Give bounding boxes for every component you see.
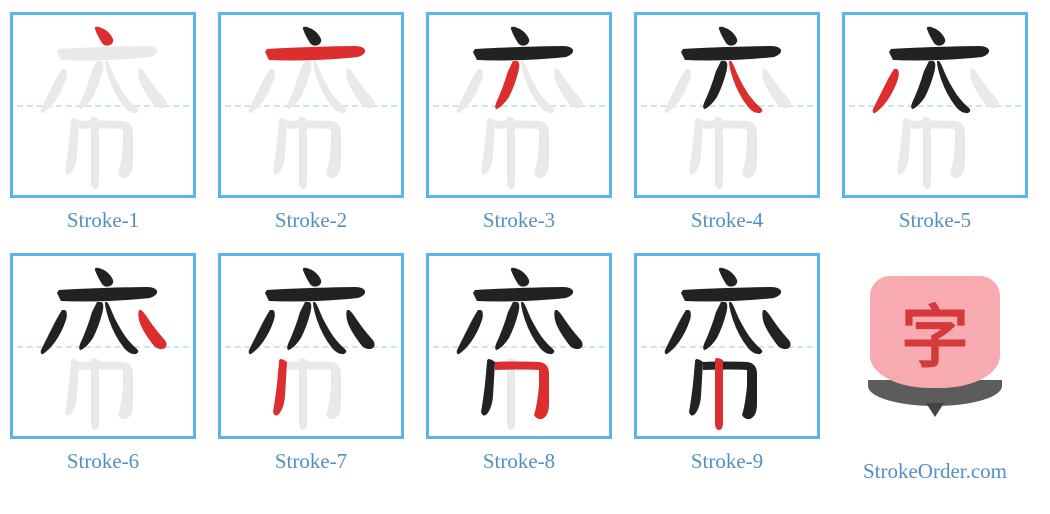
stroke-label-1: Stroke-1	[67, 208, 139, 233]
guide-midline	[17, 105, 189, 107]
stroke-label-8: Stroke-8	[483, 449, 555, 474]
stroke-panel-2: Stroke-2	[218, 12, 404, 233]
stroke-box-3	[426, 12, 612, 198]
logo-pencil-tip-icon	[926, 403, 944, 417]
stroke-panel-5: Stroke-5	[842, 12, 1028, 233]
stroke-panel-8: Stroke-8	[426, 253, 612, 484]
stroke-box-6	[10, 253, 196, 439]
stroke-label-9: Stroke-9	[691, 449, 763, 474]
stroke-panel-6: Stroke-6	[10, 253, 196, 484]
logo-hanzi: 字	[901, 282, 969, 381]
stroke-panel-3: Stroke-3	[426, 12, 612, 233]
stroke-box-7	[218, 253, 404, 439]
brand-cell: 字 StrokeOrder.com	[842, 253, 1028, 484]
guide-midline	[225, 346, 397, 348]
guide-midline	[433, 346, 605, 348]
guide-midline	[641, 346, 813, 348]
stroke-panel-9: Stroke-9	[634, 253, 820, 484]
stroke-box-8	[426, 253, 612, 439]
stroke-label-2: Stroke-2	[275, 208, 347, 233]
guide-midline	[225, 105, 397, 107]
logo-eraser-icon: 字	[870, 276, 1000, 388]
guide-midline	[849, 105, 1021, 107]
guide-midline	[433, 105, 605, 107]
stroke-panel-1: Stroke-1	[10, 12, 196, 233]
stroke-label-4: Stroke-4	[691, 208, 763, 233]
stroke-box-9	[634, 253, 820, 439]
stroke-label-6: Stroke-6	[67, 449, 139, 474]
stroke-label-7: Stroke-7	[275, 449, 347, 474]
stroke-box-2	[218, 12, 404, 198]
stroke-box-4	[634, 12, 820, 198]
brand-logo: 字	[842, 253, 1028, 439]
guide-midline	[641, 105, 813, 107]
brand-name[interactable]: StrokeOrder.com	[863, 459, 1007, 484]
guide-midline	[17, 346, 189, 348]
stroke-box-1	[10, 12, 196, 198]
stroke-box-5	[842, 12, 1028, 198]
stroke-label-3: Stroke-3	[483, 208, 555, 233]
stroke-label-5: Stroke-5	[899, 208, 971, 233]
stroke-order-grid: Stroke-1 Stroke-2 Stroke-3 Stroke-4 Stroke-5…	[10, 12, 1040, 484]
stroke-panel-4: Stroke-4	[634, 12, 820, 233]
stroke-panel-7: Stroke-7	[218, 253, 404, 484]
